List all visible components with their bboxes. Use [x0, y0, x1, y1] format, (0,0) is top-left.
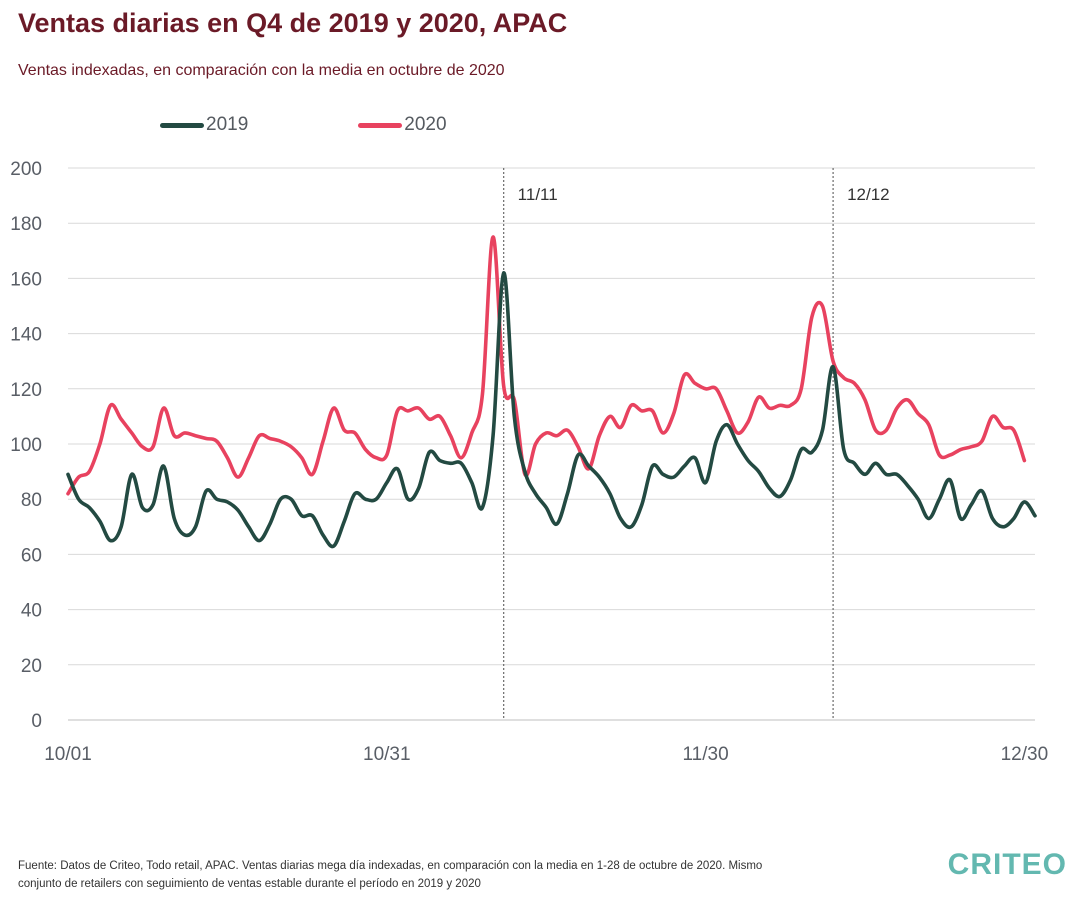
- legend-swatch-2019: [160, 122, 204, 128]
- series-line-2019: [66, 271, 1037, 549]
- source-footnote: Fuente: Datos de Criteo, Todo retail, AP…: [18, 860, 763, 890]
- chart-title: Ventas diarias en Q4 de 2019 y 2020, APA…: [18, 8, 568, 38]
- line-chart: 0 20 40 60 80 100 120 140 160 180 200 10/01 10/31 11/…: [10, 159, 1049, 765]
- annotation-label: 11/11: [518, 185, 558, 204]
- y-tick-label: 160: [10, 269, 42, 290]
- legend: 2019 2020: [160, 114, 447, 136]
- y-tick-label: 120: [10, 380, 42, 401]
- legend-swatch-2020: [358, 122, 403, 128]
- x-tick-label: 10/01: [44, 744, 92, 765]
- y-tick-label: 20: [21, 656, 42, 677]
- x-tick-label: 10/31: [363, 744, 411, 765]
- criteo-logo: CRITEO: [947, 848, 1067, 881]
- annotation-label: 12/12: [847, 185, 890, 204]
- y-tick-label: 0: [31, 711, 42, 732]
- legend-item-2020: 2020: [358, 114, 447, 136]
- chart-subtitle: Ventas indexadas, en comparación con la …: [18, 62, 505, 79]
- y-tick-label: 100: [10, 435, 42, 456]
- y-tick-label: 200: [10, 159, 42, 180]
- y-tick-label: 40: [21, 601, 42, 622]
- y-tick-label: 140: [10, 325, 42, 346]
- x-tick-label: 11/30: [683, 744, 729, 765]
- y-tick-label: 60: [21, 545, 42, 566]
- legend-label-2020: 2020: [404, 114, 447, 135]
- series-line-2020: [66, 235, 1027, 496]
- y-tick-label: 180: [10, 214, 42, 235]
- legend-label-2019: 2019: [206, 114, 249, 135]
- legend-item-2019: 2019: [160, 114, 248, 136]
- y-tick-label: 80: [21, 490, 42, 511]
- x-tick-label: 12/30: [1001, 744, 1049, 765]
